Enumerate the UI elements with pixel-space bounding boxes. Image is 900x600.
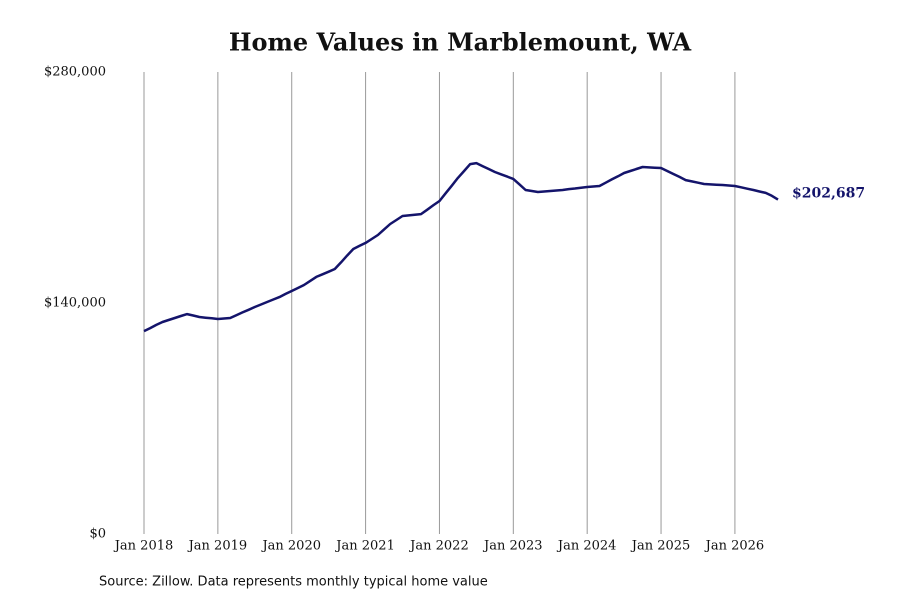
end-value-label: $202,687 (792, 186, 865, 202)
x-tick-label: Jan 2025 (630, 539, 691, 554)
x-tick-label: Jan 2023 (482, 539, 543, 554)
x-tick-label: Jan 2021 (334, 539, 395, 554)
y-tick-label: $0 (89, 527, 106, 542)
x-tick-label: Jan 2018 (113, 539, 174, 554)
x-tick-label: Jan 2022 (408, 539, 469, 554)
x-tick-label: Jan 2020 (260, 539, 321, 554)
x-tick-label: Jan 2024 (556, 539, 617, 554)
chart-title: Home Values in Marblemount, WA (229, 28, 692, 57)
x-tick-label: Jan 2019 (187, 539, 248, 554)
data-line (143, 161, 779, 333)
y-tick-label: $280,000 (44, 65, 106, 80)
y-tick-label: $140,000 (44, 296, 106, 311)
x-tick-label: Jan 2026 (704, 539, 765, 554)
source-note: Source: Zillow. Data represents monthly … (99, 575, 488, 590)
